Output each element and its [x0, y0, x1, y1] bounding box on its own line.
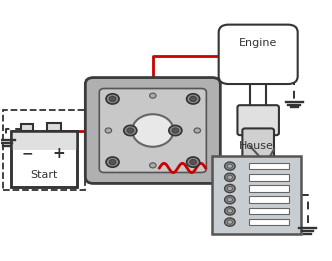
- Circle shape: [109, 96, 116, 102]
- Text: +: +: [52, 146, 65, 161]
- Circle shape: [194, 128, 201, 133]
- Circle shape: [227, 186, 232, 191]
- FancyBboxPatch shape: [249, 207, 290, 214]
- FancyBboxPatch shape: [242, 128, 274, 166]
- FancyBboxPatch shape: [11, 130, 77, 187]
- Text: House: House: [239, 141, 274, 151]
- Circle shape: [227, 220, 232, 224]
- Circle shape: [225, 162, 235, 170]
- Circle shape: [105, 128, 112, 133]
- FancyBboxPatch shape: [11, 130, 77, 150]
- FancyBboxPatch shape: [249, 219, 290, 226]
- FancyBboxPatch shape: [249, 185, 290, 192]
- Text: Engine: Engine: [239, 38, 277, 48]
- Circle shape: [172, 128, 179, 133]
- FancyBboxPatch shape: [99, 88, 207, 173]
- Circle shape: [190, 159, 197, 165]
- Circle shape: [225, 184, 235, 193]
- Circle shape: [169, 125, 182, 136]
- Circle shape: [106, 157, 119, 167]
- Circle shape: [227, 198, 232, 202]
- Circle shape: [132, 114, 174, 147]
- Circle shape: [106, 94, 119, 104]
- Circle shape: [187, 157, 200, 167]
- FancyBboxPatch shape: [85, 78, 220, 183]
- FancyBboxPatch shape: [250, 76, 266, 110]
- Circle shape: [225, 218, 235, 226]
- FancyBboxPatch shape: [237, 105, 279, 135]
- Circle shape: [227, 209, 232, 213]
- FancyBboxPatch shape: [21, 124, 33, 130]
- Circle shape: [187, 94, 200, 104]
- Circle shape: [227, 164, 232, 168]
- FancyBboxPatch shape: [249, 174, 290, 181]
- FancyBboxPatch shape: [212, 156, 301, 234]
- Text: Start: Start: [31, 170, 58, 180]
- Circle shape: [225, 207, 235, 215]
- Circle shape: [150, 163, 156, 168]
- Circle shape: [190, 96, 197, 102]
- Circle shape: [124, 125, 137, 136]
- Circle shape: [225, 173, 235, 181]
- Circle shape: [227, 175, 232, 179]
- FancyBboxPatch shape: [249, 196, 290, 203]
- FancyBboxPatch shape: [249, 163, 290, 169]
- Circle shape: [127, 128, 133, 133]
- FancyBboxPatch shape: [219, 25, 298, 84]
- Circle shape: [109, 159, 116, 165]
- Text: −: −: [22, 146, 34, 160]
- Circle shape: [150, 93, 156, 98]
- Circle shape: [225, 195, 235, 204]
- FancyBboxPatch shape: [47, 123, 61, 130]
